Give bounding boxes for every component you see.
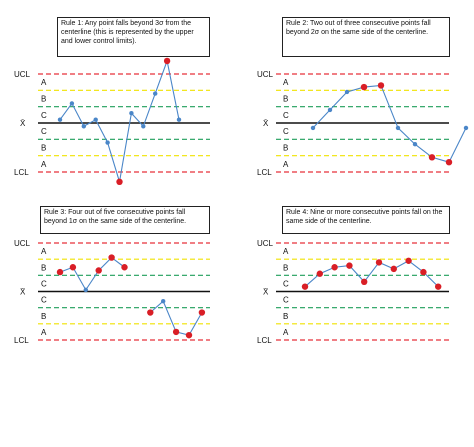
zone-label-b-lower: B	[283, 144, 288, 153]
zone-label-a-lower: A	[41, 328, 47, 337]
signal-point	[95, 267, 102, 274]
rule-2-description: Rule 2: Two out of three consecutive poi…	[282, 17, 450, 57]
chart-panel-rule-1: Rule 1: Any point falls beyond 3σ from t…	[0, 0, 237, 200]
signal-point	[316, 270, 323, 277]
data-point	[105, 140, 110, 145]
zone-label-a-upper: A	[41, 78, 47, 87]
chart-panel-rule-4: Rule 4: Nine or more consecutive points …	[237, 200, 474, 360]
zone-label-b-lower: B	[283, 312, 288, 321]
data-point	[310, 125, 316, 131]
zone-label-c-lower: C	[41, 296, 47, 305]
data-point	[57, 117, 63, 122]
series-line	[59, 256, 125, 291]
zone-label-c-upper: C	[41, 279, 47, 288]
lcl-label: LCL	[14, 168, 29, 177]
signal-point	[163, 57, 171, 65]
signal-point	[375, 259, 383, 266]
signal-point	[121, 264, 128, 271]
centerline-label: X̄	[263, 288, 269, 297]
lcl-label: LCL	[257, 168, 272, 177]
zone-label-b-upper: B	[283, 95, 288, 104]
centerline-label: X̄	[20, 288, 26, 297]
data-point	[129, 111, 134, 116]
signal-point	[377, 82, 385, 89]
data-point	[412, 142, 418, 147]
zone-label-c-lower: C	[41, 127, 47, 136]
ucl-label: UCL	[257, 70, 274, 79]
data-point	[93, 117, 98, 122]
rule-1-description: Rule 1: Any point falls beyond 3σ from t…	[57, 17, 210, 57]
zone-label-c-lower: C	[283, 296, 289, 305]
data-point	[153, 91, 158, 96]
zone-label-c-upper: C	[41, 111, 47, 120]
series-line	[312, 84, 467, 163]
signal-point	[108, 254, 115, 261]
signal-point	[390, 265, 397, 273]
zone-label-b-upper: B	[41, 95, 46, 104]
zone-label-c-lower: C	[283, 127, 289, 136]
data-point	[141, 124, 146, 129]
signal-point	[346, 262, 353, 269]
chart-panel-rule-2: Rule 2: Two out of three consecutive poi…	[237, 0, 474, 200]
zone-label-a-upper: A	[283, 78, 289, 87]
data-point	[176, 117, 182, 122]
data-point	[344, 89, 350, 95]
signal-point	[147, 309, 154, 316]
series-line	[59, 58, 180, 182]
zone-label-b-upper: B	[41, 263, 46, 272]
lcl-label: LCL	[14, 336, 29, 345]
signal-point	[301, 283, 309, 290]
signal-point	[116, 178, 123, 185]
rule-3-description: Rule 3: Four out of five consecutive poi…	[40, 206, 210, 234]
zone-label-c-upper: C	[283, 279, 289, 288]
zone-label-b-upper: B	[283, 263, 288, 272]
signal-point	[185, 331, 193, 339]
data-point	[327, 107, 333, 113]
signal-point	[56, 268, 64, 276]
signal-point	[405, 257, 412, 264]
ucl-label: UCL	[257, 239, 274, 248]
signal-point	[420, 268, 427, 276]
signal-point	[445, 159, 453, 166]
signal-point	[435, 283, 442, 290]
zone-label-c-upper: C	[283, 111, 289, 120]
signal-point	[361, 278, 368, 285]
signal-point	[331, 264, 338, 271]
data-point	[395, 125, 401, 131]
data-point	[83, 287, 89, 293]
ucl-label: UCL	[14, 70, 31, 79]
data-point	[69, 101, 75, 106]
zone-label-a-upper: A	[41, 247, 47, 256]
centerline-label: X̄	[263, 119, 269, 128]
signal-point	[198, 309, 206, 316]
signal-point	[172, 328, 180, 336]
chart-panel-rule-3: Rule 3: Four out of five consecutive poi…	[0, 200, 237, 360]
rule-4-description: Rule 4: Nine or more consecutive points …	[282, 206, 450, 234]
zone-label-a-upper: A	[283, 247, 289, 256]
zone-label-b-lower: B	[41, 312, 46, 321]
zone-label-b-lower: B	[41, 144, 46, 153]
series-line	[304, 260, 439, 288]
zone-label-a-lower: A	[41, 160, 47, 169]
zone-label-a-lower: A	[283, 160, 289, 169]
signal-point	[360, 83, 368, 91]
ucl-label: UCL	[14, 239, 31, 248]
data-point	[463, 125, 469, 131]
zone-label-a-lower: A	[283, 328, 289, 337]
centerline-label: X̄	[20, 119, 26, 128]
signal-point	[428, 154, 436, 161]
signal-point	[69, 264, 77, 271]
data-point	[81, 124, 87, 129]
data-point	[161, 299, 166, 304]
lcl-label: LCL	[257, 336, 272, 345]
